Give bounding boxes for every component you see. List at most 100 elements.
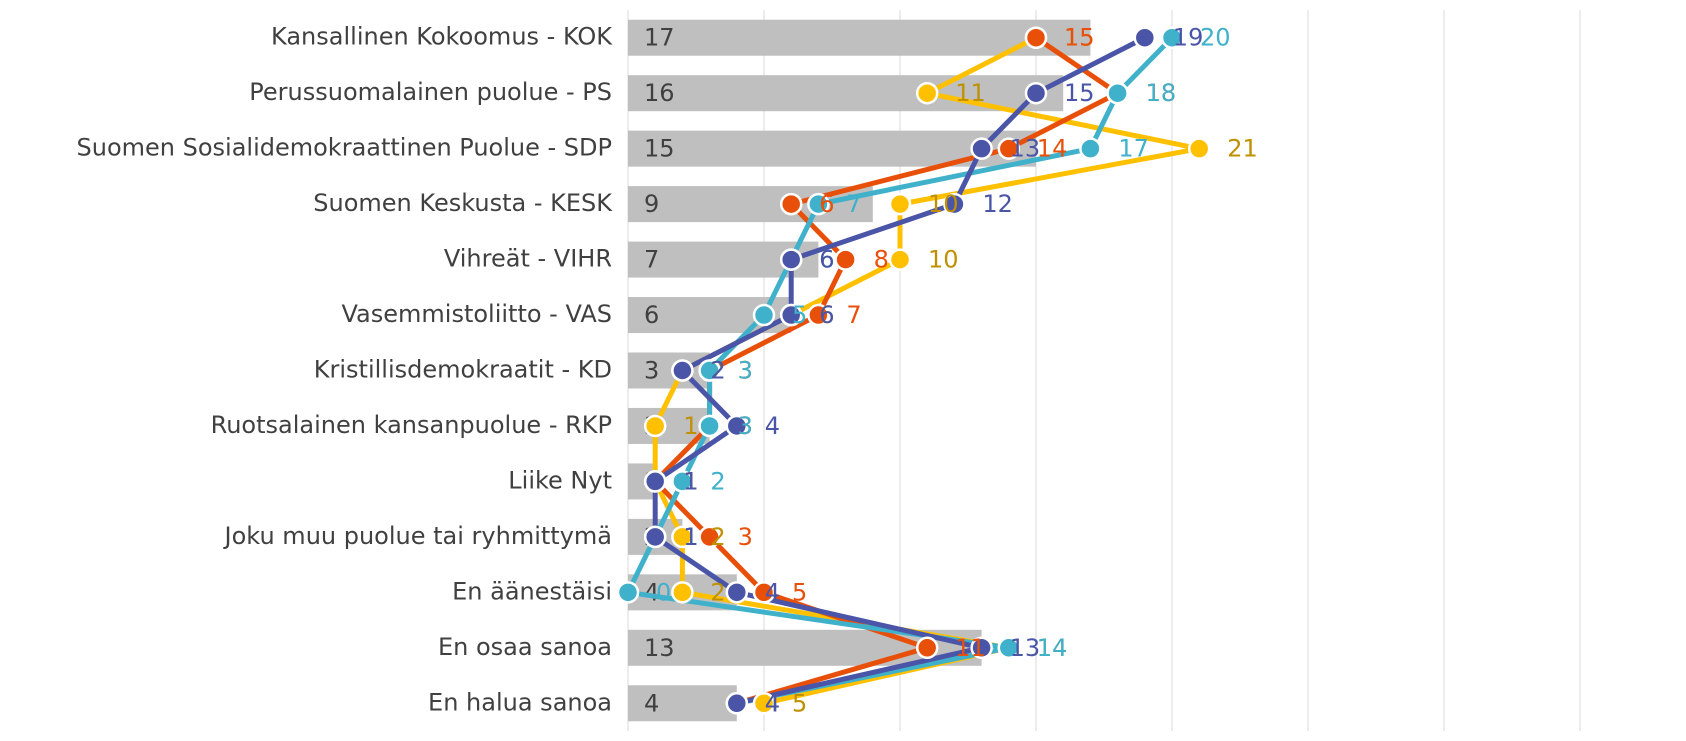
series-dot <box>752 303 776 327</box>
category-label: Suomen Keskusta - KESK <box>313 189 613 217</box>
series-dot <box>1079 137 1102 160</box>
series-value-label: 3 <box>738 357 753 385</box>
series-value-label: 6 <box>819 301 834 329</box>
category-label: Joku muu puolue tai ryhmittymä <box>223 522 612 550</box>
category-label: Liike Nyt <box>508 466 612 494</box>
bar-value-label: 6 <box>644 301 659 329</box>
series-value-label: 10 <box>928 190 959 218</box>
series-value-label: 2 <box>710 357 725 385</box>
series-dot <box>970 137 993 160</box>
series-dot <box>915 636 939 660</box>
bar <box>628 685 737 722</box>
series-dot <box>807 192 830 216</box>
series-value-label: 6 <box>819 190 834 218</box>
series-dot <box>671 359 694 382</box>
series-dot <box>1187 137 1211 160</box>
series-dot <box>997 636 1021 660</box>
series-value-label: 3 <box>738 523 753 551</box>
bar-value-label: 16 <box>644 79 675 107</box>
series-value-label: 5 <box>792 578 807 606</box>
category-label: Suomen Sosialidemokraattinen Puolue - SD… <box>77 134 613 162</box>
series-value-label: 15 <box>1064 79 1095 107</box>
series-value-label: 11 <box>955 79 986 107</box>
category-label: Vihreät - VIHR <box>444 245 612 273</box>
series-value-label: 5 <box>792 301 807 329</box>
series-dot <box>643 525 667 549</box>
series-value-label: 2 <box>710 578 725 606</box>
series-dot <box>725 692 749 715</box>
category-label: Perussuomalainen puolue - PS <box>249 78 612 106</box>
bar-value-label: 15 <box>644 135 675 163</box>
series-dot <box>616 581 640 604</box>
series-dot <box>970 636 993 660</box>
category-label: En osaa sanoa <box>438 633 612 661</box>
series-value-label: 1 <box>683 467 698 495</box>
series-dot <box>888 248 912 271</box>
series-value-label: 4 <box>765 689 780 717</box>
series-dot <box>671 581 694 604</box>
series-value-label: 0 <box>656 578 671 606</box>
series-dot <box>1133 26 1157 49</box>
series-dot <box>807 303 830 327</box>
series-dot <box>725 414 749 438</box>
bar-value-label: 7 <box>644 246 659 274</box>
bar-value-label: 9 <box>644 190 659 218</box>
series-value-label: 4 <box>765 412 780 440</box>
series-value-label: 18 <box>1146 79 1177 107</box>
series-dot <box>1106 81 1129 105</box>
series-dot <box>725 581 749 604</box>
category-label: Ruotsalainen kansanpuolue - RKP <box>211 411 612 439</box>
series-value-label: 6 <box>819 246 834 274</box>
series-value-label: 1 <box>683 523 698 551</box>
series-value-label: 3 <box>738 412 753 440</box>
series-dot <box>943 192 966 216</box>
series-value-label: 11 <box>955 634 986 662</box>
series-dot <box>997 137 1021 160</box>
series-dot <box>643 414 667 438</box>
category-label: Kristillisdemokraatit - KD <box>314 356 612 384</box>
series-dot <box>752 692 776 715</box>
series-value-label: 1 <box>683 467 698 495</box>
category-label: Vasemmistoliitto - VAS <box>341 300 612 328</box>
series-dot <box>698 359 721 382</box>
series-value-label: 6 <box>819 301 834 329</box>
series-value-label: 13 <box>1010 634 1041 662</box>
series-value-label: 2 <box>710 357 725 385</box>
series-value-label: 15 <box>1064 24 1095 52</box>
series-dot <box>671 525 694 549</box>
series-value-label: 17 <box>1118 135 1149 163</box>
series-value-label: 7 <box>846 301 861 329</box>
bar-value-label: 13 <box>644 634 675 662</box>
series-dot <box>698 414 721 438</box>
series-value-label: 13 <box>1010 135 1041 163</box>
bar-value-label: 4 <box>644 689 659 717</box>
series-value-label: 8 <box>874 246 889 274</box>
series-value-label: 1 <box>683 523 698 551</box>
series-value-label: 6 <box>819 246 834 274</box>
series-value-label: 2 <box>710 467 725 495</box>
series-value-label: 4 <box>765 689 780 717</box>
series-value-label: 1 <box>683 412 698 440</box>
series-value-label: 10 <box>928 246 959 274</box>
series-dot <box>779 248 803 271</box>
series-dot <box>779 303 803 327</box>
series-dot <box>1024 26 1048 49</box>
series-dot <box>643 470 667 493</box>
series-dot <box>779 192 803 216</box>
series-value-label: 2 <box>710 523 725 551</box>
series-value-label: 7 <box>846 190 861 218</box>
series-dot <box>915 81 939 105</box>
series-dot <box>752 581 776 604</box>
series-value-label: 3 <box>738 412 753 440</box>
series-dot <box>671 470 694 493</box>
series-value-label: 21 <box>1227 135 1258 163</box>
category-label: En halua sanoa <box>428 688 612 716</box>
series-value-label: 12 <box>982 190 1013 218</box>
series-dot <box>698 525 721 549</box>
series-value-label: 15 <box>1064 24 1095 52</box>
series-value-label: 4 <box>765 578 780 606</box>
bar <box>628 19 1091 56</box>
series-value-label: 20 <box>1200 24 1231 52</box>
series-dot <box>834 248 857 271</box>
